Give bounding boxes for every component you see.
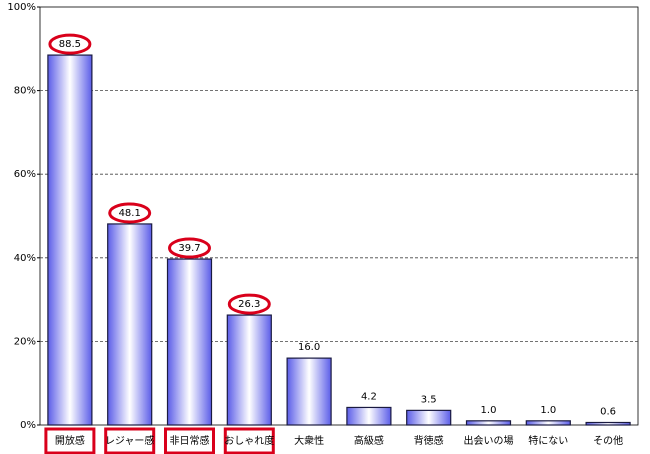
- y-tick-label: 0%: [20, 420, 36, 431]
- category-highlight: [223, 427, 275, 454]
- value-label: 16.0: [298, 342, 320, 353]
- value-highlight: [48, 33, 92, 55]
- y-tick-label: 60%: [14, 169, 36, 180]
- bar: [406, 409, 452, 426]
- x-tick-label: 背徳感: [414, 434, 444, 447]
- bar: [166, 258, 213, 426]
- category-highlight: [44, 427, 96, 454]
- value-label: 3.5: [421, 394, 437, 405]
- value-highlight: [227, 293, 271, 315]
- x-tick-label: 非日常感: [170, 434, 210, 447]
- value-label: 26.3: [238, 299, 260, 310]
- x-tick-label: 出会いの場: [464, 434, 514, 447]
- value-label: 39.7: [178, 243, 200, 254]
- y-tick-label: 100%: [7, 2, 36, 13]
- plot-frame: [39, 6, 639, 426]
- bar: [107, 223, 153, 426]
- x-tick-label: 高級感: [354, 434, 384, 447]
- y-tick-label: 40%: [14, 253, 36, 264]
- bar: [346, 406, 392, 426]
- bar: [286, 357, 332, 426]
- x-tick-label: 開放感: [55, 434, 85, 447]
- value-highlight: [108, 202, 152, 224]
- x-tick-label: 大衆性: [294, 434, 324, 447]
- y-tick-label: 20%: [14, 336, 36, 347]
- category-highlight: [164, 427, 215, 454]
- category-highlight: [104, 427, 156, 454]
- value-label: 4.2: [361, 391, 377, 402]
- x-tick-label: おしゃれ度: [224, 434, 274, 447]
- x-tick-label: その他: [593, 434, 623, 447]
- x-tick-label: 特にない: [528, 435, 568, 447]
- value-label: 1.0: [481, 405, 497, 416]
- bar: [226, 314, 272, 426]
- value-highlight: [168, 237, 211, 259]
- bar: [585, 421, 631, 426]
- y-tick-label: 80%: [14, 86, 36, 97]
- value-label: 0.6: [600, 406, 616, 417]
- value-label: 88.5: [59, 39, 81, 50]
- value-label: 1.0: [540, 405, 556, 416]
- value-label: 48.1: [119, 208, 141, 219]
- bar: [525, 420, 571, 426]
- bar: [47, 54, 93, 426]
- bar: [465, 420, 512, 426]
- x-tick-label: レジャー感: [105, 434, 155, 447]
